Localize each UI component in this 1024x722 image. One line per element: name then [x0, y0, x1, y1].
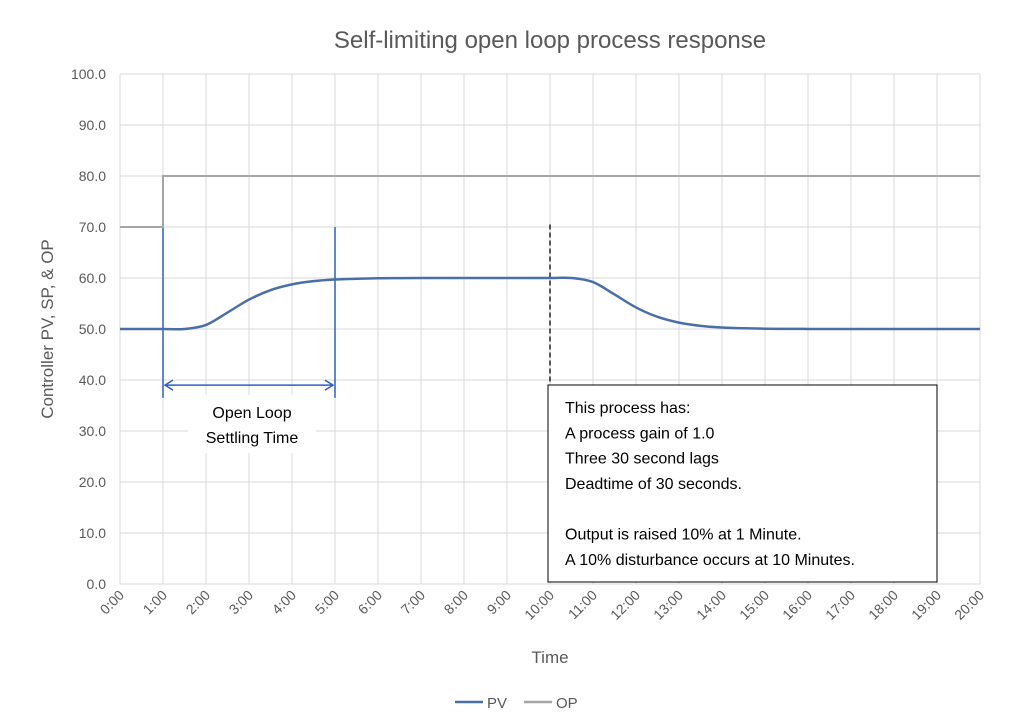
settling-label-line1: Open Loop: [212, 405, 291, 422]
series: [120, 175, 980, 331]
y-axis: 0.0 10.0 20.0 30.0 40.0 50.0 60.0 70.0 80.0 90.0 1…: [71, 66, 106, 592]
arrow-right-head: [324, 379, 335, 391]
x-tick-label: 16:00: [779, 587, 815, 623]
chart-title: Self-limiting open loop process response: [334, 27, 766, 54]
y-tick-label: 10.0: [79, 525, 106, 541]
pv-line: [120, 276, 980, 331]
x-tick-label: 12:00: [607, 587, 643, 623]
annotations: Open Loop Settling Time This process has: A…: [162, 224, 938, 583]
legend-op-label: OP: [556, 695, 578, 712]
note-line: Deadtime of 30 seconds.: [565, 476, 742, 493]
x-tick-label: 1:00: [140, 587, 171, 618]
x-tick-label: 11:00: [565, 587, 601, 623]
y-tick-label: 30.0: [79, 423, 106, 439]
x-tick-label: 19:00: [908, 587, 944, 623]
op-line: [120, 175, 980, 228]
x-tick-label: 5:00: [312, 587, 343, 618]
x-tick-label: 3:00: [226, 587, 257, 618]
x-tick-label: 4:00: [269, 587, 300, 618]
x-tick-label: 7:00: [398, 587, 429, 618]
y-tick-label: 70.0: [79, 219, 106, 235]
legend: PV OP: [455, 695, 578, 712]
x-tick-label: 13:00: [650, 587, 686, 623]
y-axis-label: Controller PV, SP, & OP: [38, 239, 57, 419]
x-tick-label: 9:00: [484, 587, 515, 618]
x-tick-label: 2:00: [183, 587, 214, 618]
settling-label-line2: Settling Time: [206, 430, 299, 447]
x-tick-label: 20:00: [951, 587, 987, 623]
x-tick-label: 15:00: [736, 587, 772, 623]
x-tick-label: 18:00: [865, 587, 901, 623]
note-line: A 10% disturbance occurs at 10 Minutes.: [565, 552, 855, 569]
note-line: A process gain of 1.0: [565, 425, 715, 442]
note-line: Output is raised 10% at 1 Minute.: [565, 527, 802, 544]
note-box: [547, 384, 938, 583]
note-line: Three 30 second lags: [565, 451, 719, 468]
arrow-left-head: [163, 379, 174, 391]
y-tick-label: 80.0: [79, 168, 106, 184]
x-tick-label: 6:00: [355, 587, 386, 618]
y-tick-label: 50.0: [79, 321, 106, 337]
y-tick-label: 100.0: [71, 66, 106, 82]
note-line: This process has:: [565, 400, 690, 417]
x-tick-label: 17:00: [822, 587, 858, 623]
settling-label-box: [188, 395, 316, 453]
y-tick-label: 20.0: [79, 474, 106, 490]
y-tick-label: 90.0: [79, 117, 106, 133]
y-tick-label: 0.0: [87, 576, 107, 592]
x-axis-label: Time: [531, 648, 568, 667]
y-tick-label: 40.0: [79, 372, 106, 388]
x-tick-label: 10:00: [521, 587, 557, 623]
x-axis: 0:00 1:00 2:00 3:00 4:00 5:00 6:00 7:00 8:00 9:00…: [97, 587, 988, 623]
y-tick-label: 60.0: [79, 270, 106, 286]
x-tick-label: 8:00: [441, 587, 472, 618]
x-tick-label: 14:00: [693, 587, 729, 623]
legend-pv-label: PV: [487, 695, 507, 712]
